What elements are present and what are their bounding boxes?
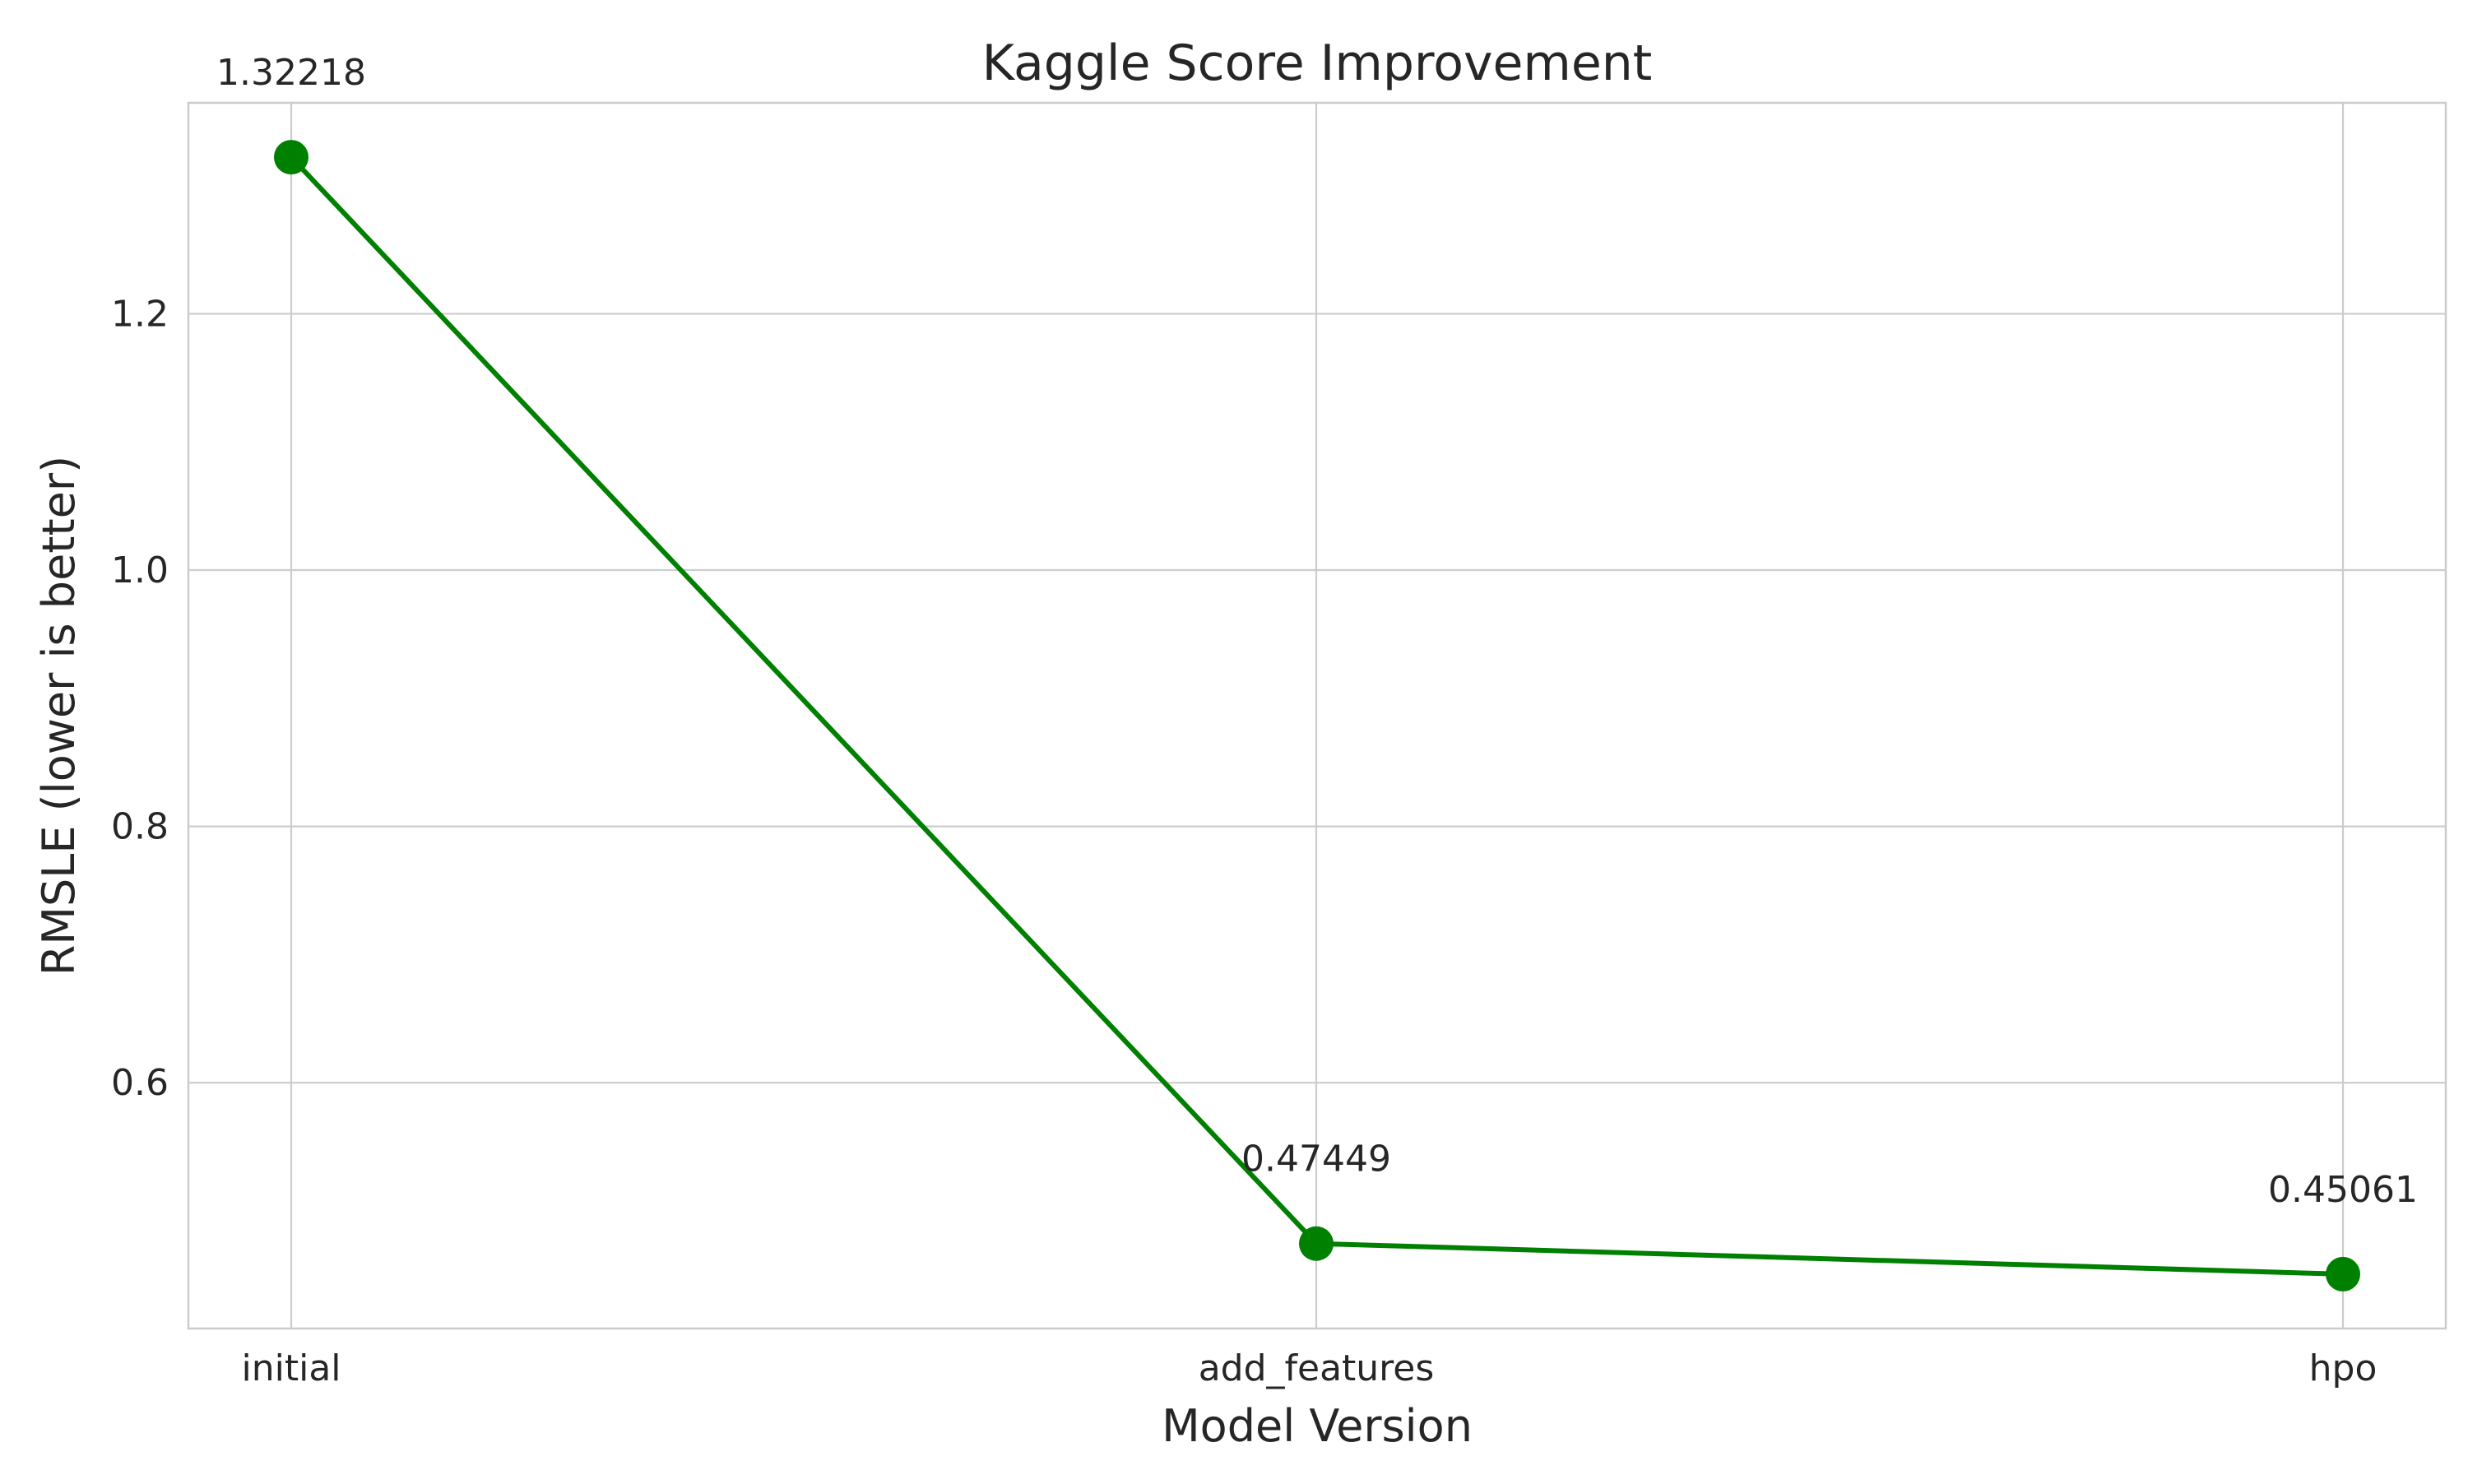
x-tick-label: add_features [1199,1347,1435,1389]
y-tick-label: 1.0 [111,550,169,591]
x-tick-label: hpo [2309,1347,2378,1389]
y-tick-label: 0.6 [111,1062,169,1104]
x-axis-label: Model Version [1162,1400,1473,1452]
data-label: 0.45061 [2268,1169,2418,1211]
grid [188,103,2446,1329]
data-point-marker [1299,1226,1334,1261]
series-layer [274,140,2360,1292]
y-tick-label: 1.2 [111,293,169,335]
tick-label-layer: 0.6 0.8 1.0 1.2 initial add_features hpo [111,293,2377,1389]
data-point-marker [274,140,308,175]
data-label: 0.47449 [1241,1139,1391,1180]
data-point-marker [2326,1256,2360,1292]
x-tick-label: initial [242,1347,341,1389]
data-label: 1.32218 [216,52,366,94]
chart-title: Kaggle Score Improvement [982,35,1653,92]
y-axis-label: RMSLE (lower is better) [33,456,85,976]
data-label-layer: 1.32218 0.47449 0.45061 [216,52,2418,1211]
plot-frame [187,101,2447,1330]
y-tick-label: 0.8 [111,806,169,848]
